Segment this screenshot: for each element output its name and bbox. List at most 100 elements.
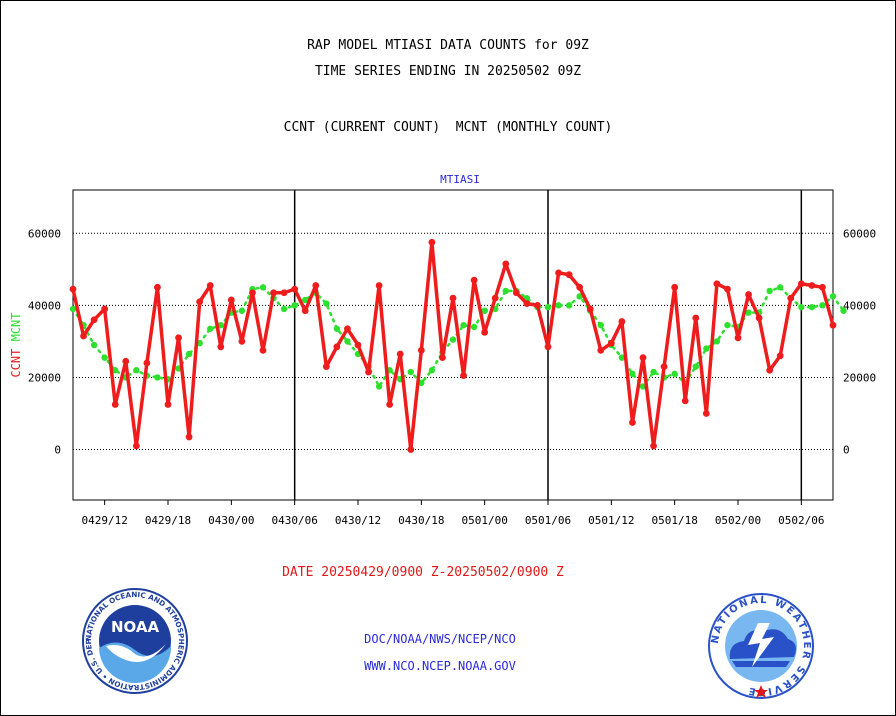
data-point-ccnt — [681, 397, 689, 405]
data-point-ccnt — [101, 305, 109, 313]
data-point-ccnt — [629, 419, 636, 426]
date-range-label: DATE 20250429/0900 Z-20250502/0900 Z — [282, 565, 564, 580]
plot-area-border — [72, 189, 834, 501]
data-point-ccnt — [491, 294, 499, 302]
data-point-ccnt — [819, 283, 826, 291]
data-point-mcnt — [280, 305, 288, 313]
footer-doc-link[interactable]: DOC/NOAA/NWS/NCEP/NCO — [364, 632, 516, 646]
noaa-logo: NATIONAL OCEANIC AND ATMOSPHERIC ADMINIS… — [82, 588, 188, 694]
data-point-mcnt — [333, 325, 341, 332]
data-point-ccnt — [597, 347, 605, 354]
data-point-ccnt — [470, 276, 478, 284]
data-point-ccnt — [555, 269, 562, 277]
y-tick-label-right: 20000 — [843, 371, 876, 384]
data-point-mcnt — [154, 374, 161, 381]
data-point-mcnt — [217, 321, 224, 329]
data-point-ccnt — [428, 238, 436, 246]
data-point-ccnt — [280, 289, 288, 297]
data-point-ccnt — [344, 325, 351, 333]
data-point-ccnt — [755, 314, 763, 322]
data-point-ccnt — [734, 334, 742, 342]
data-point-mcnt — [238, 307, 246, 314]
data-point-mcnt — [766, 287, 773, 295]
data-point-mcnt — [449, 336, 457, 343]
data-point-mcnt — [302, 296, 309, 304]
data-point-ccnt — [301, 307, 309, 315]
data-point-ccnt — [618, 318, 626, 325]
data-point-mcnt — [777, 284, 784, 291]
data-point-ccnt — [132, 442, 140, 450]
data-point-ccnt — [502, 260, 510, 268]
data-point-mcnt — [375, 383, 383, 390]
data-point-mcnt — [185, 350, 193, 358]
data-point-mcnt — [713, 338, 721, 345]
data-point-mcnt — [112, 367, 119, 374]
data-point-ccnt — [396, 350, 404, 358]
data-point-ccnt — [154, 283, 161, 291]
y-tick-label-left: 60000 — [28, 227, 61, 240]
data-point-ccnt — [365, 368, 372, 376]
data-point-ccnt — [576, 283, 584, 291]
data-point-ccnt — [217, 343, 225, 351]
data-point-mcnt — [555, 302, 562, 309]
data-point-ccnt — [206, 282, 214, 289]
data-point-mcnt — [470, 323, 478, 331]
data-point-mcnt — [819, 302, 826, 309]
data-point-ccnt — [249, 289, 256, 297]
data-point-mcnt — [291, 302, 298, 309]
data-point-mcnt — [460, 321, 467, 329]
data-point-ccnt — [322, 363, 330, 371]
data-point-ccnt — [607, 339, 615, 347]
data-point-ccnt — [122, 357, 130, 365]
x-tick-label: 0501/06 — [525, 514, 571, 527]
data-point-mcnt — [407, 368, 414, 376]
x-tick-label: 0430/18 — [398, 514, 444, 527]
data-point-ccnt — [90, 316, 98, 324]
data-point-mcnt — [344, 338, 351, 345]
data-point-mcnt — [69, 305, 77, 313]
data-point-ccnt — [639, 354, 647, 362]
data-point-mcnt — [502, 287, 509, 295]
data-point-mcnt — [597, 321, 604, 329]
data-point-mcnt — [618, 354, 626, 361]
nws-logo: NATIONAL WEATHER SERVICE — [708, 593, 814, 699]
chart-legend-line: CCNT (CURRENT COUNT) MCNT (MONTHLY COUNT… — [283, 120, 613, 135]
data-point-mcnt — [650, 368, 657, 376]
data-point-ccnt — [196, 298, 204, 306]
data-point-ccnt — [650, 442, 657, 450]
data-point-ccnt — [713, 280, 721, 288]
x-tick-label: 0429/18 — [145, 514, 191, 527]
data-point-ccnt — [544, 343, 552, 351]
data-point-ccnt — [407, 446, 415, 453]
x-tick-label: 0430/00 — [208, 514, 254, 527]
data-point-ccnt — [375, 282, 383, 289]
data-point-mcnt — [207, 325, 214, 332]
data-point-ccnt — [745, 291, 752, 298]
data-point-ccnt — [185, 433, 193, 441]
chart-title-line1: RAP MODEL MTIASI DATA COUNTS for 09Z — [307, 38, 589, 53]
data-point-ccnt — [829, 321, 837, 329]
data-point-ccnt — [523, 300, 531, 307]
y-tick-label-left: 40000 — [28, 299, 61, 312]
y-tick-label-right: 0 — [843, 444, 850, 457]
data-point-ccnt — [565, 271, 573, 279]
data-point-ccnt — [238, 337, 246, 345]
data-point-mcnt — [90, 341, 98, 349]
data-point-ccnt — [692, 314, 700, 322]
x-tick-label: 0501/18 — [651, 514, 697, 527]
data-point-ccnt — [724, 285, 731, 293]
data-point-mcnt — [565, 302, 573, 309]
data-point-mcnt — [829, 293, 837, 300]
data-point-ccnt — [797, 280, 805, 288]
data-point-ccnt — [512, 289, 520, 297]
data-point-ccnt — [270, 289, 277, 297]
y-tick-label-left: 20000 — [28, 371, 61, 384]
y-axis-label-mcnt: MCNT — [9, 312, 23, 341]
data-point-mcnt — [101, 354, 108, 361]
data-point-ccnt — [69, 285, 77, 293]
data-point-mcnt — [133, 367, 140, 374]
data-point-ccnt — [534, 301, 541, 309]
data-point-mcnt — [671, 370, 678, 378]
footer-website-link[interactable]: WWW.NCO.NCEP.NOAA.GOV — [364, 659, 516, 673]
data-point-mcnt — [544, 303, 552, 311]
